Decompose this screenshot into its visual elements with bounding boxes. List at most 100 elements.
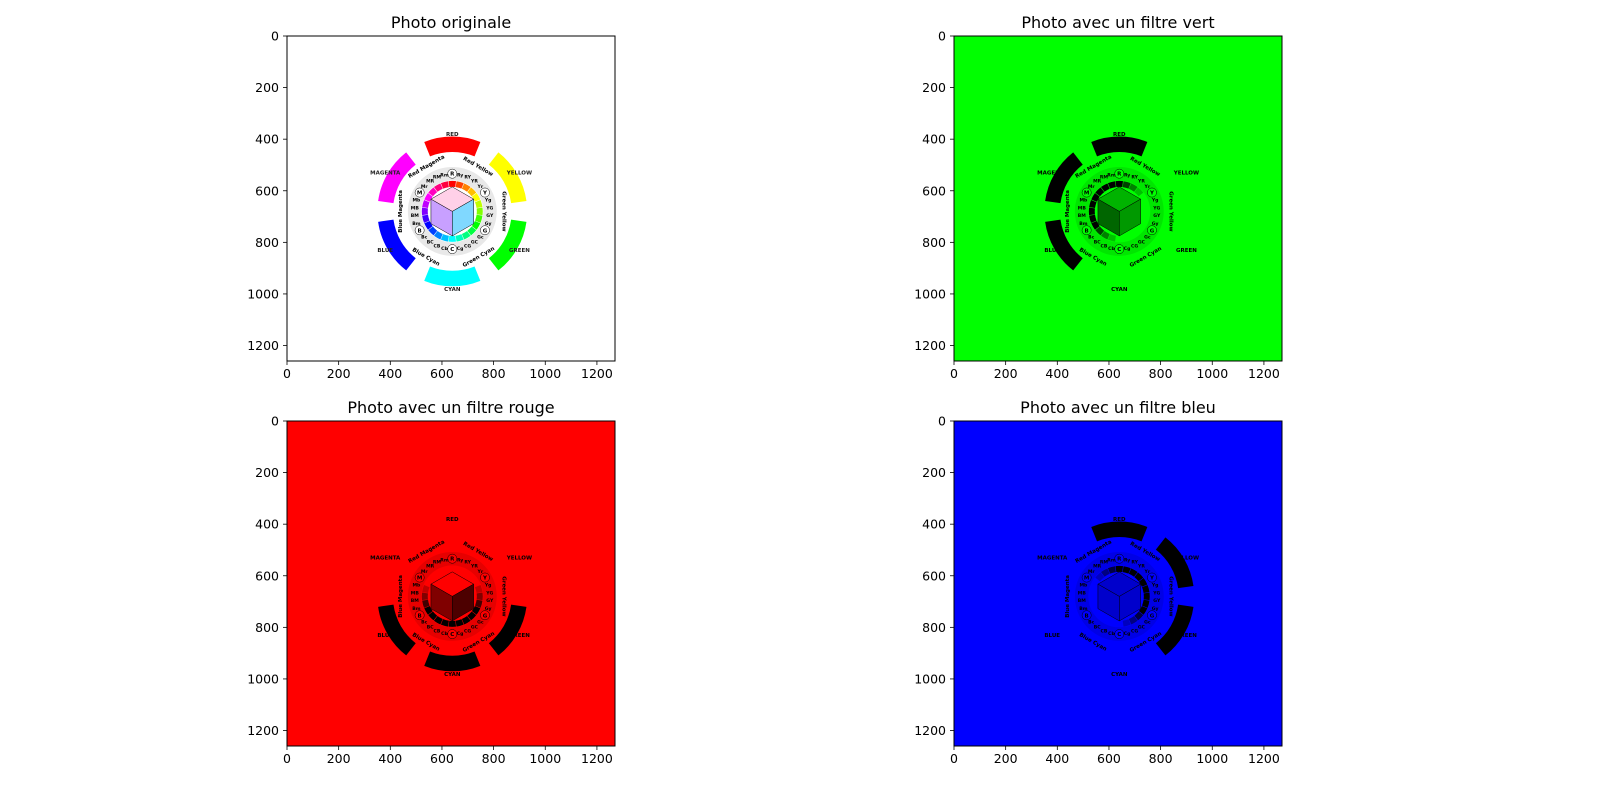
hue-swatch: [1095, 226, 1105, 236]
primary-label: GREEN: [509, 248, 530, 254]
primary-label: MAGENTA: [1037, 556, 1068, 562]
cell-label: BC: [1094, 240, 1102, 246]
cell-label: BM: [1078, 213, 1087, 219]
secondary-label: Green Yellow: [1167, 191, 1173, 231]
primary-label: MAGENTA: [370, 556, 401, 562]
cell-label: Yg: [484, 198, 492, 204]
cell-label: Rm: [1107, 172, 1116, 178]
cell-label: GY: [486, 598, 494, 604]
cube-face: [1119, 198, 1141, 237]
hue-swatch: [1115, 620, 1124, 627]
cell-label: Yr: [1144, 184, 1151, 190]
hue-swatch: [1091, 220, 1100, 230]
cell-label: Yg: [484, 583, 492, 589]
cell-label: YG: [485, 590, 493, 596]
hue-swatch: [467, 611, 477, 621]
hue-swatch: [1143, 592, 1150, 601]
primary-band-blue: [378, 219, 416, 271]
cell-label: Rm: [440, 557, 449, 563]
primary-label: MAGENTA: [1037, 171, 1068, 177]
subplot-title: Photo avec un filtre vert: [1021, 13, 1214, 32]
code-letter: G: [483, 228, 488, 234]
hue-swatch: [424, 605, 433, 615]
hue-swatch: [1107, 566, 1116, 574]
x-tick-label: 0: [283, 366, 291, 381]
cell-label: Rm: [440, 172, 449, 178]
cell-label: Ry: [1124, 557, 1130, 563]
cell-label: Mb: [1079, 583, 1088, 589]
hue-swatch: [1089, 199, 1097, 208]
primary-band-green: [488, 604, 527, 656]
x-tick-label: 1000: [1196, 751, 1228, 766]
cell-label: MB: [411, 205, 420, 211]
cube-face: [452, 198, 474, 237]
hue-swatch: [461, 568, 471, 577]
cell-ring: [407, 551, 497, 641]
primary-band-magenta: [378, 537, 416, 589]
cell-label: Bc: [1088, 234, 1095, 240]
hue-swatch: [433, 183, 443, 192]
primary-band-cyan: [1091, 651, 1148, 672]
primary-band-cyan: [1091, 266, 1148, 287]
hue-swatch: [1138, 578, 1148, 587]
hue-swatch: [1128, 568, 1138, 577]
cell-label: MB: [411, 590, 420, 596]
cell-label: Gy: [485, 221, 492, 227]
x-tick-label: 600: [1097, 366, 1121, 381]
secondary-label: Blue Magenta: [1065, 575, 1071, 618]
y-tick-label: 1200: [247, 723, 279, 738]
hue-swatch: [455, 566, 464, 574]
cell-label: Mr: [1088, 184, 1096, 190]
y-tick-label: 0: [938, 414, 946, 429]
hue-swatch: [1122, 181, 1131, 189]
primary-label: CYAN: [1111, 672, 1128, 678]
cell-label: YG: [1152, 205, 1160, 211]
hue-swatch: [421, 592, 428, 601]
cell-label: Gc: [477, 234, 484, 240]
hue-swatch: [440, 566, 449, 574]
hue-swatch: [1138, 605, 1148, 615]
code-circle: [1147, 225, 1157, 236]
code-letter: B: [418, 228, 422, 234]
hue-swatch: [475, 199, 483, 208]
hue-swatch: [1128, 230, 1138, 240]
primary-label: GREEN: [1176, 633, 1197, 639]
cell-label: Gc: [1144, 619, 1151, 625]
primary-band-cyan: [424, 651, 481, 672]
cell-label: YR: [1137, 179, 1145, 185]
code-circle: [1081, 610, 1092, 621]
cell-label: Yr: [477, 569, 484, 575]
cell-label: Bm: [412, 221, 421, 227]
primary-band-green: [1155, 604, 1194, 656]
hue-swatch: [1142, 599, 1150, 608]
primary-band-yellow: [1155, 152, 1194, 204]
y-tick-label: 0: [271, 29, 279, 44]
hue-swatch: [1091, 605, 1100, 615]
code-circle: [1114, 553, 1125, 564]
hue-swatch: [440, 619, 449, 627]
primary-label: MAGENTA: [370, 171, 401, 177]
cell-label: Rm: [1107, 557, 1116, 563]
y-tick-label: 800: [922, 235, 946, 250]
hue-swatch: [1138, 220, 1148, 230]
cell-label: Cg: [1124, 631, 1131, 637]
code-letter: R: [450, 557, 455, 563]
primary-band-red: [424, 521, 481, 542]
axes-frame: [953, 35, 1283, 362]
x-tick-label: 1000: [1196, 366, 1228, 381]
primary-band-cyan: [424, 266, 481, 287]
secondary-label: Green Yellow: [500, 191, 506, 231]
cell-label: BM: [411, 213, 420, 219]
code-letter: Y: [482, 576, 488, 582]
cell-label: Mb: [412, 198, 421, 204]
primary-label: BLUE: [1044, 248, 1060, 254]
hue-swatch: [1143, 207, 1150, 216]
cell-label: GC: [471, 625, 479, 631]
cell-label: MR: [1093, 179, 1102, 185]
hue-swatch: [428, 572, 438, 582]
cell-ring: [1074, 551, 1164, 641]
